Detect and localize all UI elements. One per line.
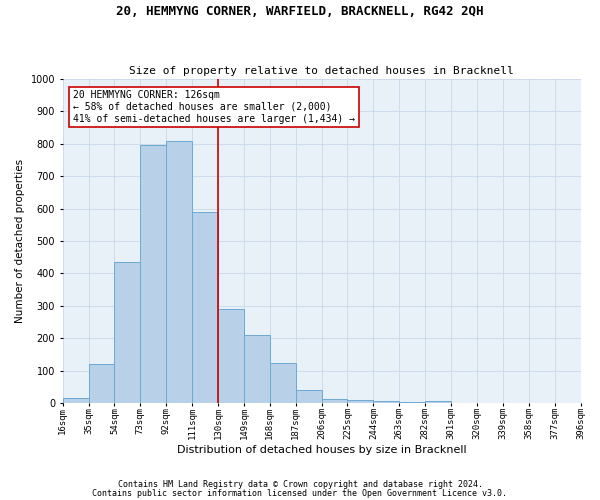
- Bar: [322, 399, 347, 403]
- Bar: [399, 402, 425, 403]
- Text: Contains HM Land Registry data © Crown copyright and database right 2024.: Contains HM Land Registry data © Crown c…: [118, 480, 482, 489]
- X-axis label: Distribution of detached houses by size in Bracknell: Distribution of detached houses by size …: [177, 445, 466, 455]
- Bar: [244, 335, 270, 403]
- Title: Size of property relative to detached houses in Bracknell: Size of property relative to detached ho…: [129, 66, 514, 76]
- Bar: [115, 262, 140, 403]
- Bar: [270, 362, 296, 403]
- Bar: [373, 402, 399, 403]
- Bar: [62, 398, 89, 403]
- Bar: [140, 146, 166, 403]
- Bar: [425, 401, 451, 403]
- Bar: [192, 212, 218, 403]
- Text: 20, HEMMYNG CORNER, WARFIELD, BRACKNELL, RG42 2QH: 20, HEMMYNG CORNER, WARFIELD, BRACKNELL,…: [116, 5, 484, 18]
- Bar: [166, 140, 192, 403]
- Bar: [347, 400, 373, 403]
- Bar: [296, 390, 322, 403]
- Text: 20 HEMMYNG CORNER: 126sqm
← 58% of detached houses are smaller (2,000)
41% of se: 20 HEMMYNG CORNER: 126sqm ← 58% of detac…: [73, 90, 355, 124]
- Y-axis label: Number of detached properties: Number of detached properties: [15, 159, 25, 323]
- Bar: [89, 364, 115, 403]
- Bar: [218, 309, 244, 403]
- Text: Contains public sector information licensed under the Open Government Licence v3: Contains public sector information licen…: [92, 488, 508, 498]
